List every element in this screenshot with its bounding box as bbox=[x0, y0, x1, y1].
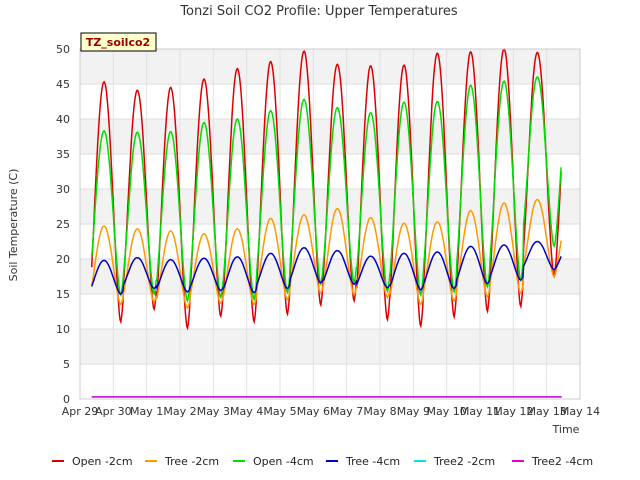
x-tick-label: May 2 bbox=[163, 405, 196, 418]
y-tick-label: 45 bbox=[56, 78, 70, 91]
y-tick-label: 50 bbox=[56, 43, 70, 56]
legend: Open -2cm Tree -2cm Open -4cm Tree -4cm Tree… bbox=[52, 455, 593, 468]
axes bbox=[79, 48, 581, 400]
y-tick-label: 0 bbox=[63, 393, 70, 406]
y-tick-label: 30 bbox=[56, 183, 70, 196]
x-tick-label: May 4 bbox=[230, 405, 263, 418]
legend-label-open-4cm: Open -4cm bbox=[253, 455, 314, 468]
legend-label-tree2-4cm: Tree2 -4cm bbox=[531, 455, 593, 468]
legend-label-open-2cm: Open -2cm bbox=[72, 455, 133, 468]
legend-label-tree-2cm: Tree -2cm bbox=[164, 455, 219, 468]
x-tick-label: May 9 bbox=[397, 405, 430, 418]
series-lines bbox=[90, 48, 562, 398]
x-tick-label: May 10 bbox=[427, 405, 467, 418]
x-tick-label: May 5 bbox=[263, 405, 296, 418]
legend-label-tree2-2cm: Tree2 -2cm bbox=[433, 455, 495, 468]
chart-title: Tonzi Soil CO2 Profile: Upper Temperatur… bbox=[179, 4, 458, 19]
badge: TZ_soilco2 bbox=[80, 32, 157, 52]
y-tick-label: 15 bbox=[56, 288, 70, 301]
x-tick-label: May 1 bbox=[130, 405, 163, 418]
y-tick-label: 5 bbox=[63, 358, 70, 371]
badge-label: TZ_soilco2 bbox=[86, 36, 150, 49]
x-tick-label: May 6 bbox=[297, 405, 330, 418]
x-tick-label: May 13 bbox=[527, 405, 567, 418]
y-tick-label: 40 bbox=[56, 113, 70, 126]
x-tick-label: Apr 30 bbox=[95, 405, 132, 418]
x-axis-label: Time bbox=[552, 423, 580, 436]
x-tick-label: May 12 bbox=[493, 405, 533, 418]
y-axis-label: Soil Temperature (C) bbox=[7, 169, 20, 282]
x-tick-label: Apr 29 bbox=[62, 405, 99, 418]
legend-label-tree-4cm: Tree -4cm bbox=[345, 455, 400, 468]
badge-box bbox=[80, 32, 157, 52]
grid-band bbox=[80, 329, 580, 364]
y-tick-label: 10 bbox=[56, 323, 70, 336]
y-tick-label: 25 bbox=[56, 218, 70, 231]
plot-frame bbox=[79, 48, 581, 400]
x-tick-label: May 11 bbox=[460, 405, 500, 418]
y-tick-label: 35 bbox=[56, 148, 70, 161]
grid-band bbox=[80, 189, 580, 224]
series-line-open-4cm bbox=[90, 76, 562, 303]
y-tick-label: 20 bbox=[56, 253, 70, 266]
grid-band bbox=[80, 259, 580, 294]
x-tick-label: May 3 bbox=[197, 405, 230, 418]
x-tick-label: May 7 bbox=[330, 405, 363, 418]
x-tick-label: May 14 bbox=[560, 405, 600, 418]
x-tick-label: May 8 bbox=[363, 405, 396, 418]
series-line-tree-4cm bbox=[90, 240, 562, 295]
y-tick-labels: 0 5 10 15 20 25 30 35 40 45 50 bbox=[56, 43, 70, 406]
grid-band bbox=[80, 49, 580, 84]
